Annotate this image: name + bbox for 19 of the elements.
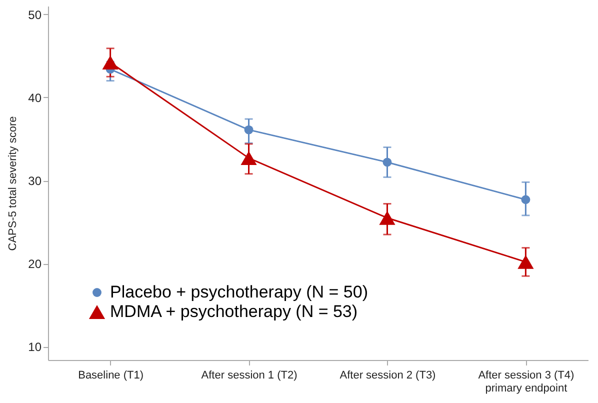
legend-label: Placebo + psychotherapy (N = 50) xyxy=(110,282,368,302)
x-tick-label: After session 2 (T3) xyxy=(340,370,436,382)
y-axis-title: CAPS-5 total severity score xyxy=(7,116,20,251)
point xyxy=(518,254,534,269)
point xyxy=(379,210,396,225)
legend-label: MDMA + psychotherapy (N = 53) xyxy=(110,302,358,321)
point xyxy=(240,151,257,166)
x-tick-label: After session 3 (T4) primary endpoint xyxy=(478,370,574,394)
point xyxy=(521,195,530,204)
point xyxy=(244,125,254,134)
y-tick-label: 20 xyxy=(28,257,42,272)
y-tick-label: 30 xyxy=(28,174,42,188)
y-tick-label: 40 xyxy=(28,90,42,105)
x-tick-label: After session 1 (T2) xyxy=(201,370,298,382)
y-tick-label: 10 xyxy=(28,340,42,354)
y-tick-label: 50 xyxy=(28,8,42,22)
point xyxy=(382,158,392,167)
point xyxy=(102,56,118,70)
x-tick-label: Baseline (T1) xyxy=(78,370,144,382)
